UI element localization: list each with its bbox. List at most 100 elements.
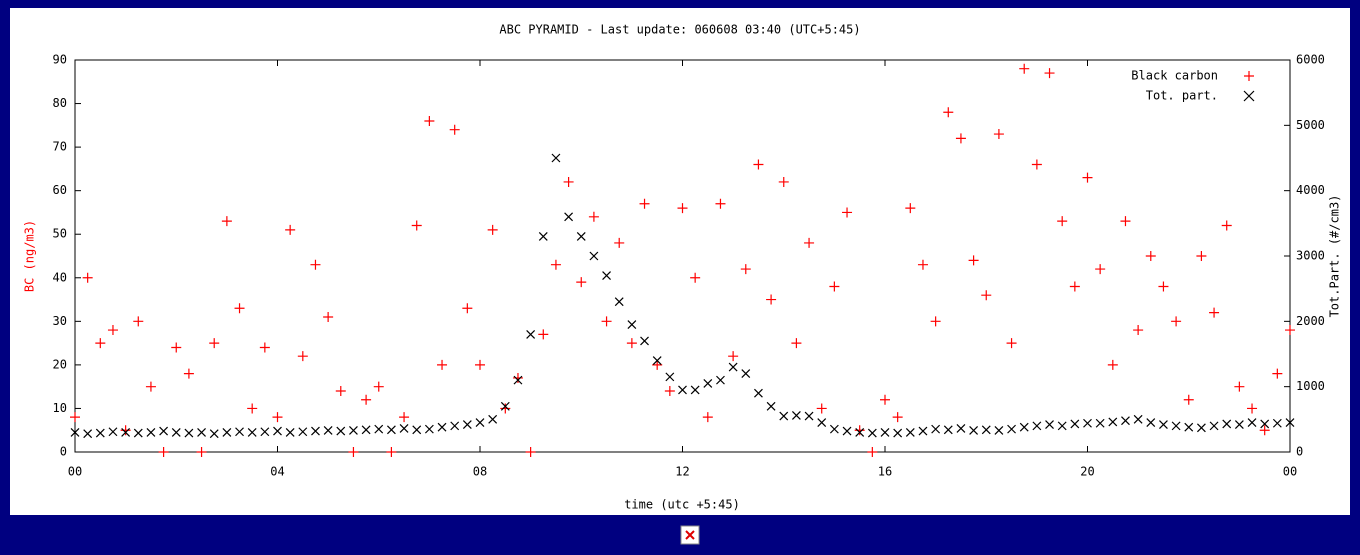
data-point (500, 401, 510, 411)
data-point (1107, 359, 1118, 370)
data-point (183, 368, 194, 379)
data-point (981, 290, 992, 301)
data-point (1083, 418, 1092, 428)
data-point (247, 427, 257, 437)
data-point (728, 362, 738, 372)
data-point (159, 426, 169, 436)
data-point (1019, 422, 1029, 432)
legend-marker (1243, 90, 1255, 102)
data-point (108, 427, 118, 437)
data-point (639, 198, 650, 209)
x-tick-label: 16 (878, 465, 892, 479)
data-point (678, 385, 687, 395)
data-point (323, 426, 333, 435)
data-point (196, 447, 207, 457)
data-point (158, 447, 169, 457)
y2-tick-label: 1000 (1296, 379, 1325, 393)
data-point (145, 381, 156, 392)
data-point (867, 447, 878, 457)
data-point (1285, 325, 1295, 336)
data-point (1095, 264, 1106, 275)
data-point (614, 237, 625, 248)
data-point (1057, 421, 1067, 431)
data-point (1234, 420, 1244, 429)
y-tick-label: 70 (53, 140, 67, 154)
data-point (931, 424, 941, 434)
data-point (943, 107, 954, 118)
data-point (601, 316, 612, 327)
data-point (235, 427, 244, 437)
data-point (842, 426, 852, 436)
data-point (146, 427, 156, 437)
data-point (766, 401, 776, 411)
data-point (462, 420, 472, 429)
y-tick-label: 50 (53, 227, 67, 241)
data-point (1032, 421, 1042, 431)
data-point (488, 414, 498, 424)
data-point (564, 212, 574, 222)
data-point (1145, 251, 1156, 261)
x-tick-label: 12 (675, 465, 689, 479)
data-point (273, 426, 282, 436)
y-tick-label: 10 (53, 401, 67, 415)
data-point (247, 403, 258, 414)
data-point (399, 424, 409, 433)
data-point (943, 425, 953, 435)
data-point (817, 418, 827, 428)
data-point (1133, 325, 1144, 336)
data-point (437, 359, 448, 370)
x-tick-label: 04 (270, 465, 284, 479)
data-point (665, 372, 675, 382)
data-point (526, 329, 536, 339)
data-point (424, 115, 435, 126)
data-point (981, 425, 991, 435)
data-point (1209, 307, 1220, 318)
data-point (1260, 419, 1270, 429)
data-point (1184, 422, 1194, 432)
data-point (1222, 419, 1232, 429)
data-point (538, 329, 549, 340)
broken-image-icon (680, 525, 700, 545)
data-point (222, 427, 232, 437)
data-point (576, 277, 587, 288)
data-point (1259, 425, 1270, 436)
x-axis-label: time (utc +5:45) (624, 498, 740, 512)
data-point (1247, 403, 1258, 414)
data-point (120, 425, 131, 436)
data-point (107, 325, 118, 336)
data-point (741, 369, 751, 379)
data-point (563, 176, 574, 187)
data-point (880, 394, 890, 405)
data-point (310, 259, 321, 270)
data-point (1007, 424, 1016, 434)
data-point (234, 303, 245, 314)
data-point (854, 425, 865, 436)
data-point (956, 424, 966, 433)
data-point (829, 424, 839, 434)
data-point (1209, 421, 1219, 431)
data-point (348, 447, 359, 457)
data-point (955, 133, 966, 144)
data-point (766, 294, 777, 305)
data-point (525, 447, 536, 457)
data-point (614, 297, 624, 307)
data-point (1019, 63, 1030, 74)
y2-tick-label: 2000 (1296, 314, 1325, 328)
data-point (778, 176, 789, 187)
data-point (816, 403, 827, 414)
y-tick-label: 40 (53, 270, 67, 284)
data-point (905, 427, 915, 437)
data-point (209, 338, 220, 349)
data-point (475, 418, 485, 428)
y2-tick-label: 0 (1296, 445, 1303, 459)
data-point (70, 427, 80, 437)
data-point (298, 427, 308, 437)
data-point (412, 425, 422, 435)
y-tick-label: 0 (60, 445, 67, 459)
data-point (588, 211, 599, 222)
data-point (475, 359, 485, 370)
y-tick-label: 20 (53, 357, 67, 371)
data-point (880, 427, 890, 437)
data-point (260, 427, 270, 437)
data-point (779, 411, 789, 421)
